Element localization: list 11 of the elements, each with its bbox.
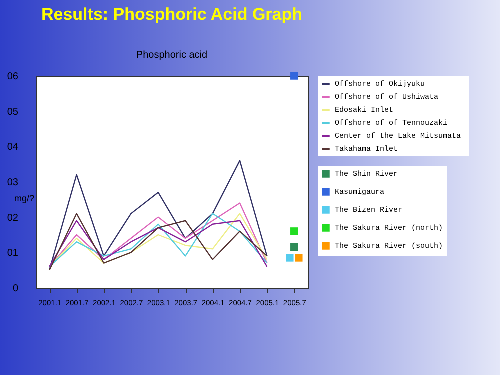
line-series bbox=[49, 160, 268, 271]
y-tick-label: 03 bbox=[7, 178, 19, 188]
y-tick-label: 02 bbox=[7, 212, 19, 224]
y-tick-label: 06 bbox=[7, 72, 19, 82]
y-tick-label: 05 bbox=[7, 106, 19, 118]
y-tick-label: 01 bbox=[7, 248, 19, 260]
chart-subtitle: Phosphoric acid bbox=[136, 50, 208, 61]
y-axis-title: mg/? bbox=[14, 194, 34, 204]
chart-title: Results: Phosphoric Acid Graph bbox=[41, 5, 303, 24]
y-tick-label: 04 bbox=[7, 142, 19, 154]
y-tick-label: 0 bbox=[12, 284, 19, 294]
